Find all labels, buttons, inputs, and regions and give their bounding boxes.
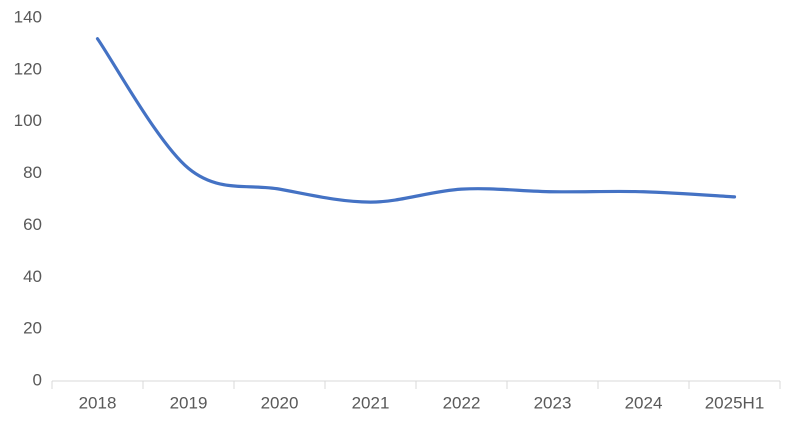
x-tick-label: 2019	[170, 393, 208, 412]
x-tick-label: 2022	[443, 393, 481, 412]
x-tick-label: 2020	[261, 393, 299, 412]
y-tick-label: 140	[14, 7, 42, 26]
y-tick-label: 20	[23, 319, 42, 338]
y-tick-label: 100	[14, 111, 42, 130]
x-tick-label: 2024	[625, 393, 663, 412]
y-tick-label: 60	[23, 215, 42, 234]
line-series	[95, 37, 737, 204]
x-tick-label: 2023	[534, 393, 572, 412]
x-tick-label: 2018	[79, 393, 117, 412]
y-tick-label: 80	[23, 163, 42, 182]
y-tick-label: 0	[33, 370, 42, 389]
x-tick-label: 2021	[352, 393, 390, 412]
y-tick-label: 120	[14, 59, 42, 78]
x-tick-label: 2025H1	[705, 393, 765, 412]
y-tick-label: 40	[23, 267, 42, 286]
